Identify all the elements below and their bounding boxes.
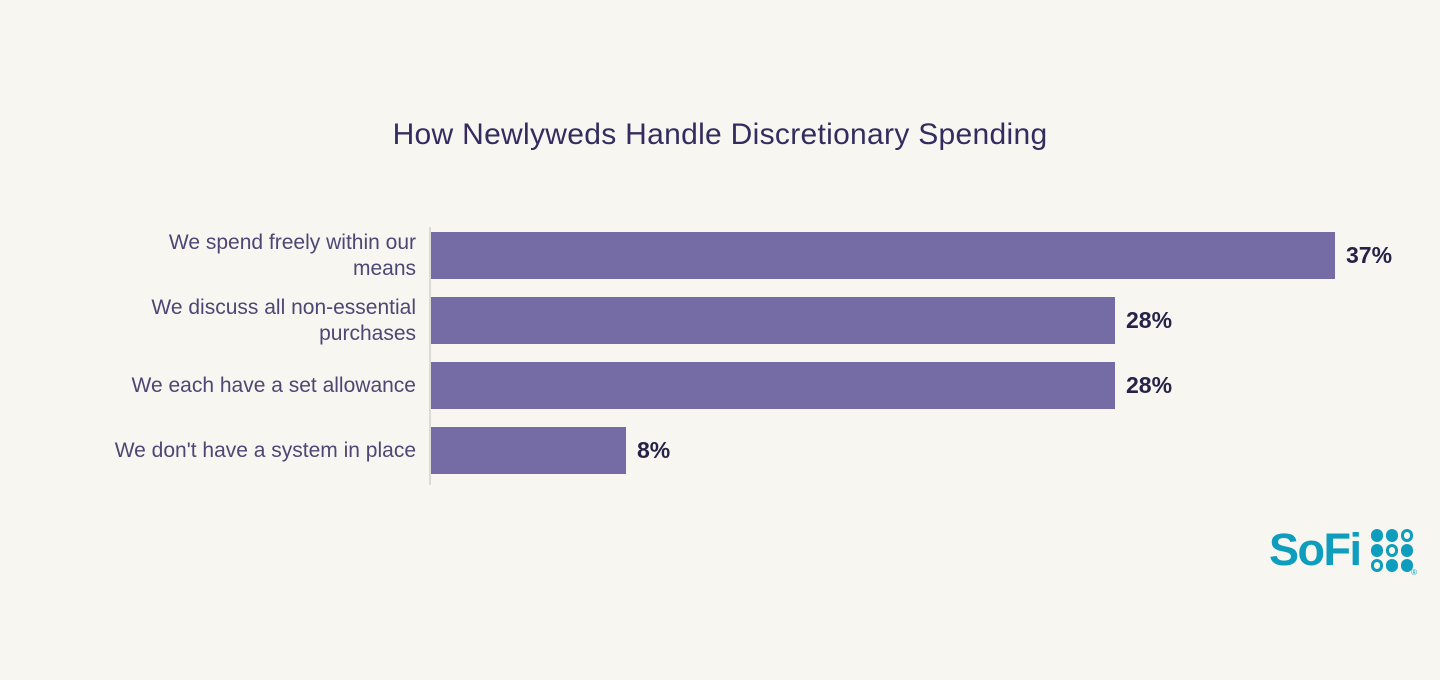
- sofi-logo: SoFi ®: [1269, 524, 1417, 577]
- category-label: We spend freely within our means: [168, 230, 416, 280]
- bar: [430, 297, 1115, 344]
- sofi-dot-grid: [1370, 529, 1413, 572]
- category-label: We discuss all non-essential purchases: [151, 295, 416, 345]
- bar-chart: We spend freely within our means 37% We dis…: [0, 227, 1440, 492]
- bar: [430, 362, 1115, 409]
- value-label: 28%: [1126, 372, 1173, 398]
- filled-dot: [1400, 559, 1413, 572]
- hollow-dot: [1385, 544, 1398, 557]
- sofi-wordmark: SoFi: [1269, 524, 1362, 576]
- bar-track: 28%: [430, 362, 1440, 409]
- filled-dot: [1385, 529, 1398, 542]
- bar-track: 28%: [430, 297, 1440, 344]
- bar: [430, 427, 626, 474]
- y-axis-line: [429, 227, 431, 485]
- chart-row: We don't have a system in place 8%: [0, 427, 1440, 474]
- filled-dot: [1370, 529, 1383, 542]
- filled-dot: [1385, 559, 1398, 572]
- bar-track: 8%: [430, 427, 1440, 474]
- value-label: 37%: [1346, 242, 1393, 268]
- bar-track: 37%: [430, 232, 1440, 279]
- chart-row: We spend freely within our means 37%: [0, 230, 1440, 280]
- filled-dot: [1400, 544, 1413, 557]
- category-label: We don't have a system in place: [114, 438, 416, 462]
- chart-row: We each have a set allowance 28%: [0, 362, 1440, 409]
- bar: [430, 232, 1335, 279]
- chart-title: How Newlyweds Handle Discretionary Spend…: [392, 118, 1048, 151]
- bar-rows: We spend freely within our means 37% We dis…: [0, 230, 1440, 474]
- category-label: We each have a set allowance: [131, 373, 416, 397]
- chart-row: We discuss all non-essential purchases 28%: [0, 295, 1440, 345]
- value-label: 8%: [637, 437, 671, 463]
- hollow-dot: [1400, 529, 1413, 542]
- hollow-dot: [1370, 559, 1383, 572]
- filled-dot: [1370, 544, 1383, 557]
- value-label: 28%: [1126, 307, 1173, 333]
- trademark-symbol: ®: [1411, 567, 1417, 577]
- sofi-dots-icon: ®: [1370, 529, 1417, 577]
